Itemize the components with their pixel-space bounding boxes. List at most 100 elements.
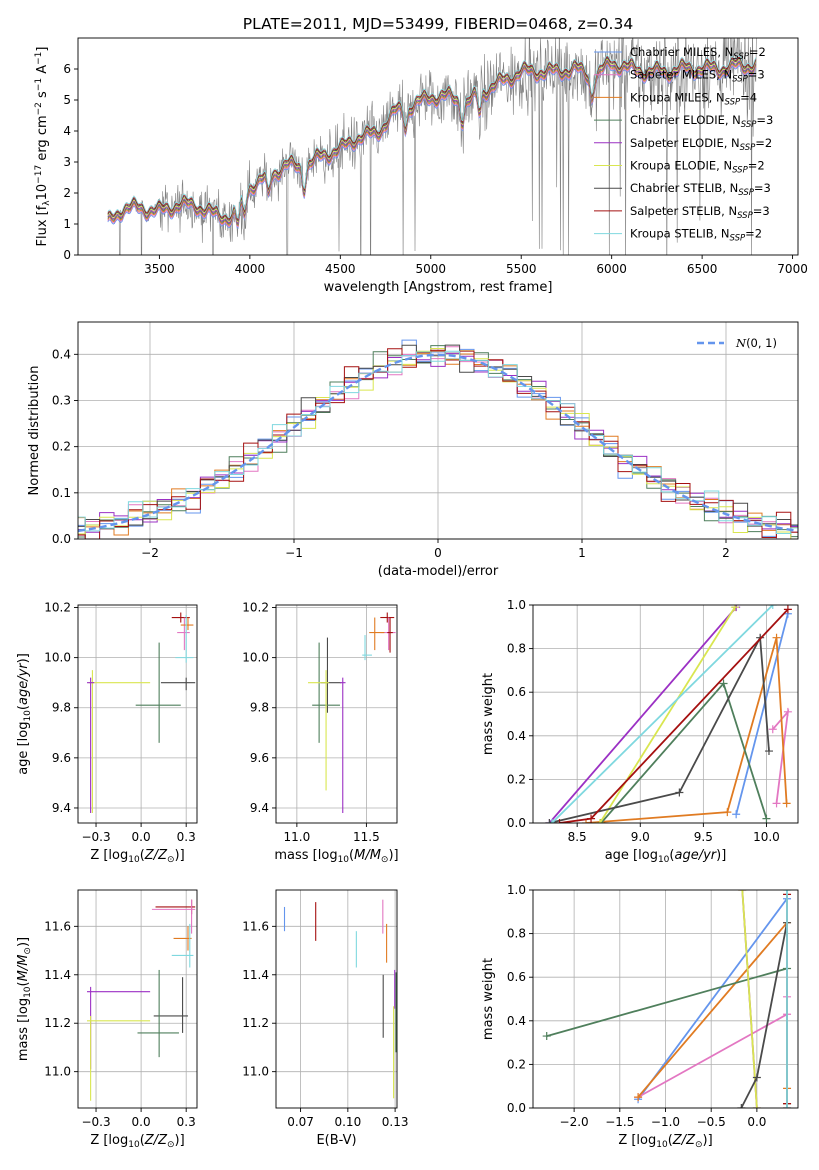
label-part: Salpeter STELIB, N	[630, 204, 737, 218]
label-part: Chabrier STELIB, N	[630, 181, 738, 195]
label-part: SSP	[732, 166, 748, 176]
x-axis-label: E(B-V)	[316, 1133, 356, 1148]
y-tick-label: 10.2	[242, 601, 269, 615]
label-part: erg cm	[35, 115, 50, 164]
label-part: 10	[128, 855, 140, 865]
label-part: age [log	[16, 722, 31, 775]
label-part: M/M	[354, 848, 381, 863]
x-tick-label: 0.0	[747, 1115, 766, 1129]
y-tick-label: 0.4	[52, 347, 71, 361]
x-tick-label: 0.13	[382, 1115, 409, 1129]
label-part: Chabrier MILES, N	[630, 45, 733, 59]
legend-label-kroupa-miles: Kroupa MILES, NSSP=4	[630, 90, 757, 107]
model-line-kroupa-miles	[107, 62, 757, 227]
y-tick-label: 9.6	[250, 751, 269, 765]
y-tick-label: 0.6	[507, 970, 526, 984]
x-tick-label: 4000	[235, 262, 266, 276]
x-tick-label: −0.3	[81, 1115, 110, 1129]
y-tick-label: 3	[63, 155, 71, 169]
weight-marker-salpeter-stelib	[555, 819, 564, 823]
weight-marker-salpeter-stelib	[783, 605, 792, 614]
axes-frame	[532, 604, 799, 824]
weight-line-chabrier-miles	[735, 613, 789, 815]
normal-distribution-curve	[78, 353, 798, 533]
y-tick-label: 0.0	[52, 532, 71, 546]
x-tick-label: 6000	[596, 262, 627, 276]
plot-area	[87, 899, 196, 1101]
plot-area	[542, 890, 792, 1108]
label-part: Flux [f	[35, 205, 50, 246]
x-tick-label: 9.5	[694, 830, 713, 844]
label-part: )]	[388, 848, 398, 863]
x-tick-label: 0.3	[177, 1115, 196, 1129]
label-part: 10	[23, 986, 33, 998]
x-tick-label: 1	[578, 546, 586, 560]
y-axis-label: mass weight	[481, 673, 496, 755]
label-part: (0, 1)	[746, 336, 777, 350]
label-part: (	[669, 848, 674, 863]
label-part: age [log	[605, 848, 658, 863]
x-tick-label: −0.3	[81, 830, 110, 844]
label-part: 10	[338, 855, 350, 865]
y-tick-label: 0.2	[507, 772, 526, 786]
model-line-salpeter-elodie	[107, 59, 757, 225]
label-part: )]	[175, 1133, 185, 1148]
label-part: =3	[748, 68, 765, 82]
weight-line-kroupa-elodie	[741, 890, 758, 1108]
plot-area	[283, 899, 397, 1099]
label-part: mass [log	[16, 998, 31, 1061]
y-tick-label: 9.4	[52, 801, 71, 815]
weight-marker-kroupa-miles	[772, 633, 781, 642]
label-part: =3	[756, 113, 773, 127]
weight-marker-chabrier-stelib	[764, 747, 773, 756]
legend-label-kroupa-elodie: Kroupa ELODIE, NSSP=2	[630, 159, 765, 176]
y-tick-label: 0.4	[507, 1014, 526, 1028]
weight-marker-kroupa-elodie	[752, 1104, 761, 1108]
legend-label-chabrier-elodie: Chabrier ELODIE, NSSP=3	[630, 113, 773, 130]
x-tick-label: −2.0	[560, 1115, 589, 1129]
weight-line-kroupa-miles	[585, 637, 788, 823]
x-tick-label: 0.0	[132, 1115, 151, 1129]
weight-marker-chabrier-miles	[732, 810, 741, 819]
y-tick-label: 1	[63, 217, 71, 231]
plot-area	[107, 38, 757, 255]
weight-marker-kroupa-stelib	[547, 819, 556, 823]
panel-age-vs-Z: −0.3 0.0 0.39.49.69.810.010.2Z [log10(Z/Z⊙…	[16, 601, 198, 865]
label-part: SSP	[741, 120, 757, 130]
model-line-chabrier-elodie	[107, 61, 757, 226]
y-tick-label: 0.2	[52, 440, 71, 454]
x-tick-label: −1.5	[605, 1115, 634, 1129]
x-tick-label: 11.5	[353, 830, 380, 844]
weight-line-kroupa-miles	[637, 920, 788, 1104]
legend-label-salpeter-miles: Salpeter MILES, NSSP=3	[630, 68, 765, 85]
plot-area	[78, 339, 798, 539]
x-tick-label: 0.10	[334, 1115, 361, 1129]
weight-marker-salpeter-miles	[768, 725, 777, 734]
legend-label-chabrier-miles: Chabrier MILES, NSSP=2	[630, 45, 766, 62]
label-part: age/yr	[16, 662, 31, 705]
y-tick-label: 11.2	[44, 1016, 71, 1030]
label-part: Kroupa ELODIE, N	[630, 159, 732, 173]
label-part: Salpeter MILES, N	[630, 68, 732, 82]
label-part: ⊙	[23, 947, 33, 955]
y-tick-label: 10.2	[44, 601, 71, 615]
y-tick-label: 9.6	[52, 751, 71, 765]
weight-marker-kroupa-miles	[782, 799, 791, 808]
legend-label-kroupa-stelib: Kroupa STELIB, NSSP=2	[630, 227, 762, 244]
label-part: Kroupa MILES, N	[630, 90, 725, 104]
label-part: N	[735, 336, 747, 350]
x-axis-label: Z [log10(Z/Z⊙)]	[618, 1133, 712, 1150]
x-tick-label: 0.0	[132, 830, 151, 844]
weight-marker-kroupa-stelib	[783, 1104, 792, 1108]
label-part: )]	[175, 848, 185, 863]
label-part: Chabrier ELODIE, N	[630, 113, 741, 127]
y-tick-label: 0.6	[507, 685, 526, 699]
label-part: SSP	[732, 75, 748, 85]
y-axis-label: mass weight	[481, 958, 496, 1040]
weight-marker-chabrier-elodie	[719, 679, 728, 688]
x-tick-label: 8.5	[568, 830, 587, 844]
x-axis-label: wavelength [Angstrom, rest frame]	[324, 280, 553, 295]
weight-marker-chabrier-elodie	[762, 814, 771, 823]
x-tick-label: 5000	[415, 262, 446, 276]
